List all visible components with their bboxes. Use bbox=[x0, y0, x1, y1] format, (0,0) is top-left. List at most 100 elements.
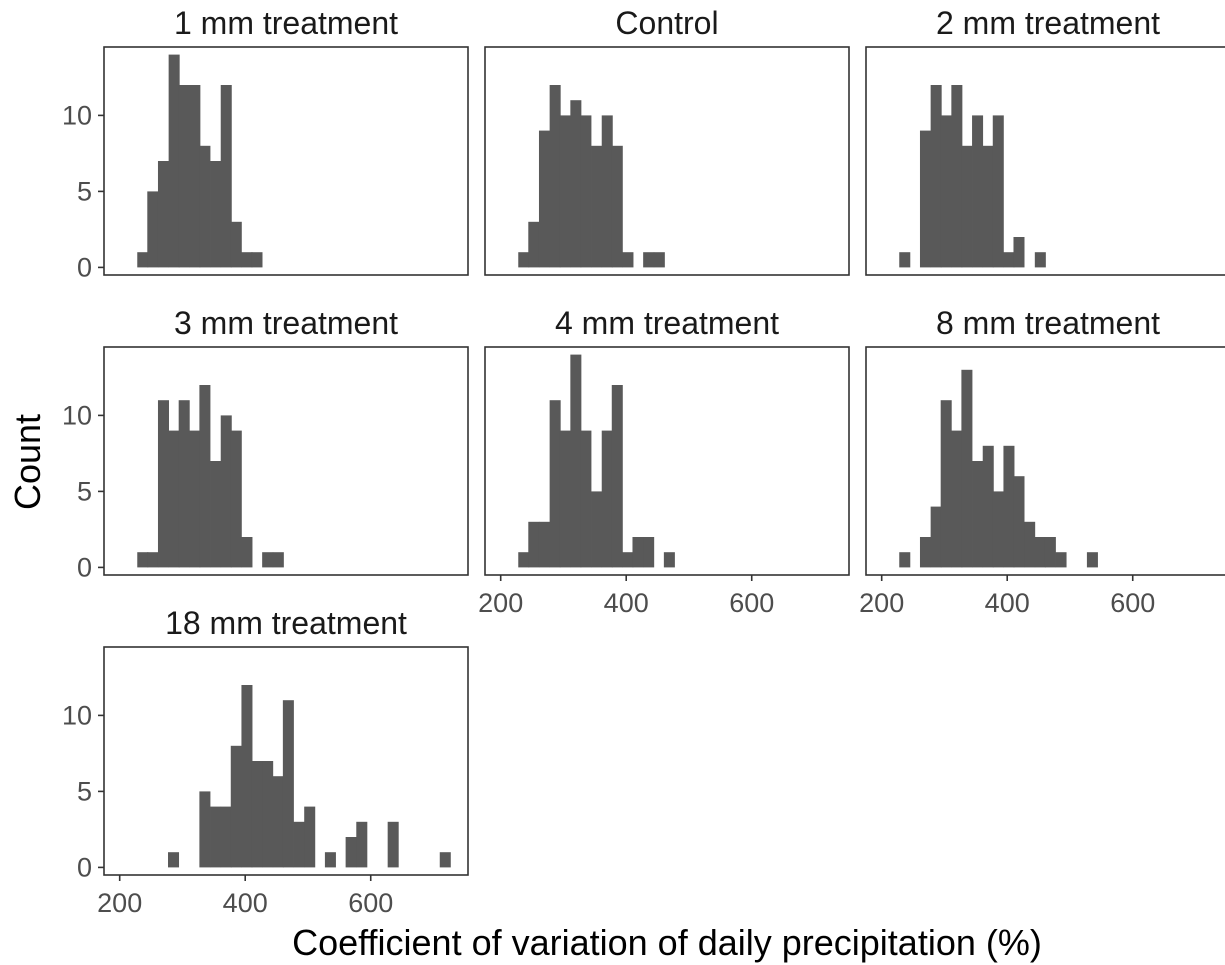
panel-title: 2 mm treatment bbox=[936, 5, 1160, 41]
y-tick-label: 5 bbox=[77, 776, 92, 806]
histogram-bar bbox=[220, 806, 232, 868]
histogram-bar bbox=[518, 552, 530, 568]
histogram-bar bbox=[439, 852, 451, 868]
histogram-bar bbox=[272, 776, 284, 868]
x-tick-label: 600 bbox=[348, 888, 393, 918]
histogram-bar bbox=[241, 252, 253, 268]
histogram-bar bbox=[147, 191, 159, 268]
panel-5: 4 mm treatment 200 400 600 bbox=[478, 305, 850, 618]
histogram-bar bbox=[137, 252, 149, 268]
histogram-bar bbox=[538, 130, 550, 268]
histogram-bar bbox=[1034, 537, 1046, 568]
histogram-bar bbox=[982, 445, 994, 568]
histogram-bar bbox=[559, 430, 571, 568]
histogram-bar bbox=[1044, 537, 1056, 568]
panel-frame bbox=[103, 46, 469, 276]
histogram-bar bbox=[230, 430, 242, 568]
bars-group bbox=[518, 354, 675, 568]
histogram-bar bbox=[220, 85, 232, 268]
y-tick-label: 0 bbox=[77, 552, 92, 582]
histogram-bar bbox=[622, 252, 634, 268]
histogram-bar bbox=[1024, 521, 1036, 568]
panel-7: 18 mm treatment 0 5 10 200 400 600 bbox=[62, 605, 469, 918]
histogram-bar bbox=[930, 85, 942, 268]
x-tick-label: 400 bbox=[985, 588, 1030, 618]
histogram-bar bbox=[538, 521, 550, 568]
histogram-bar bbox=[304, 806, 316, 868]
histogram-bar bbox=[549, 400, 561, 568]
histogram-bar bbox=[961, 145, 973, 268]
histogram-bar bbox=[919, 130, 931, 268]
y-axis-title: Count bbox=[7, 414, 48, 510]
histogram-bar bbox=[940, 115, 952, 268]
histogram-bar bbox=[230, 745, 242, 868]
histogram-bar bbox=[972, 115, 984, 268]
x-axis-title: Coefficient of variation of daily precip… bbox=[292, 922, 1042, 963]
histogram-bar bbox=[919, 537, 931, 568]
panel-4: 3 mm treatment 0 5 10 bbox=[62, 305, 469, 582]
panel-frame bbox=[484, 346, 850, 576]
histogram-bar bbox=[178, 85, 190, 268]
histogram-bar bbox=[622, 552, 634, 568]
histogram-bar bbox=[230, 221, 242, 268]
x-tick-label: 600 bbox=[1110, 588, 1155, 618]
y-tick-label: 10 bbox=[62, 400, 92, 430]
panel-frame bbox=[865, 346, 1225, 576]
histogram-bar bbox=[992, 491, 1004, 568]
histogram-bar bbox=[951, 430, 963, 568]
panel-frame bbox=[865, 46, 1225, 276]
panel-title: 1 mm treatment bbox=[174, 5, 398, 41]
histogram-bar bbox=[570, 100, 582, 268]
histogram-bar bbox=[643, 252, 655, 268]
panel-title: 18 mm treatment bbox=[165, 605, 407, 641]
panel-title: 3 mm treatment bbox=[174, 305, 398, 341]
histogram-bar bbox=[559, 115, 571, 268]
x-tick-label: 200 bbox=[478, 588, 523, 618]
panel-title: 4 mm treatment bbox=[555, 305, 779, 341]
histogram-bar bbox=[262, 552, 274, 568]
y-tick-label: 5 bbox=[77, 476, 92, 506]
histogram-bar bbox=[899, 552, 911, 568]
panel-frame bbox=[484, 46, 850, 276]
histogram-bar bbox=[972, 461, 984, 568]
histogram-bar bbox=[168, 430, 180, 568]
histogram-bar bbox=[189, 430, 201, 568]
histogram-bar bbox=[580, 115, 592, 268]
histogram-bar bbox=[580, 430, 592, 568]
histogram-bar bbox=[241, 685, 253, 868]
panel-2: Control bbox=[484, 5, 850, 276]
histogram-bar bbox=[601, 115, 613, 268]
histogram-bar bbox=[210, 806, 222, 868]
x-tick-label: 400 bbox=[604, 588, 649, 618]
histogram-bar bbox=[210, 461, 222, 568]
histogram-bar bbox=[982, 145, 994, 268]
histogram-bar bbox=[178, 400, 190, 568]
histogram-bar bbox=[528, 521, 540, 568]
histogram-bar bbox=[251, 252, 263, 268]
bars-group bbox=[899, 85, 1046, 268]
histogram-bar bbox=[632, 537, 644, 568]
histogram-bar bbox=[157, 400, 169, 568]
panels-layer: 1 mm treatment 0 5 10 Control 2 mm treatment 3… bbox=[62, 5, 1225, 918]
histogram-bar bbox=[199, 791, 211, 868]
histogram-bar bbox=[663, 552, 675, 568]
bars-group bbox=[168, 685, 451, 868]
y-tick-label: 0 bbox=[77, 252, 92, 282]
histogram-bar bbox=[1013, 237, 1025, 268]
panel-frame bbox=[103, 646, 469, 876]
histogram-bar bbox=[611, 145, 623, 268]
bars-group bbox=[137, 385, 284, 568]
histogram-bar bbox=[1034, 252, 1046, 268]
panel-6: 8 mm treatment 200 400 600 bbox=[859, 305, 1225, 618]
x-tick-label: 200 bbox=[97, 888, 142, 918]
histogram-bar bbox=[324, 852, 336, 868]
histogram-bar bbox=[611, 385, 623, 568]
histogram-bar bbox=[220, 415, 232, 568]
histogram-bar bbox=[518, 252, 530, 268]
histogram-bar bbox=[1013, 476, 1025, 568]
bars-group bbox=[518, 85, 665, 268]
y-tick-label: 10 bbox=[62, 700, 92, 730]
histogram-bar bbox=[951, 85, 963, 268]
histogram-bar bbox=[930, 506, 942, 568]
